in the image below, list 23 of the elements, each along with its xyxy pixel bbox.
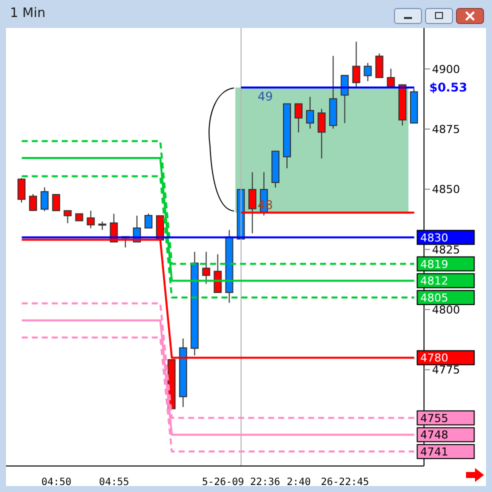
data-label: 4812	[420, 274, 448, 288]
y-tick-label: 4825	[432, 243, 460, 256]
y-tick-label: 4800	[432, 303, 460, 316]
y-tick-label: 4875	[432, 122, 460, 136]
data-label: 4819	[420, 258, 448, 271]
x-tick-label: 04:55	[99, 477, 130, 488]
data-label: 4805	[420, 292, 448, 305]
data-label: 4741	[420, 446, 448, 459]
annotation: 49	[258, 90, 273, 104]
x-tick-label: 04:50	[41, 477, 72, 488]
chart-title: 1 Min	[10, 6, 46, 21]
y-tick-label: 4850	[432, 183, 460, 196]
y-tick-label: 4775	[432, 364, 460, 377]
data-label: 4755	[420, 412, 448, 425]
text: $0.53	[429, 80, 468, 95]
data-label: 4830	[420, 231, 448, 244]
annotation: 48	[258, 198, 273, 212]
x-tick-label: 5-26-09 22:36	[202, 477, 280, 488]
data-label: 4748	[420, 428, 448, 442]
x-tick-label: 2:40	[286, 477, 311, 488]
data-label: 4780	[420, 352, 448, 365]
x-tick-label: 26-22:45	[320, 477, 370, 488]
y-tick-label: 4900	[432, 62, 460, 76]
